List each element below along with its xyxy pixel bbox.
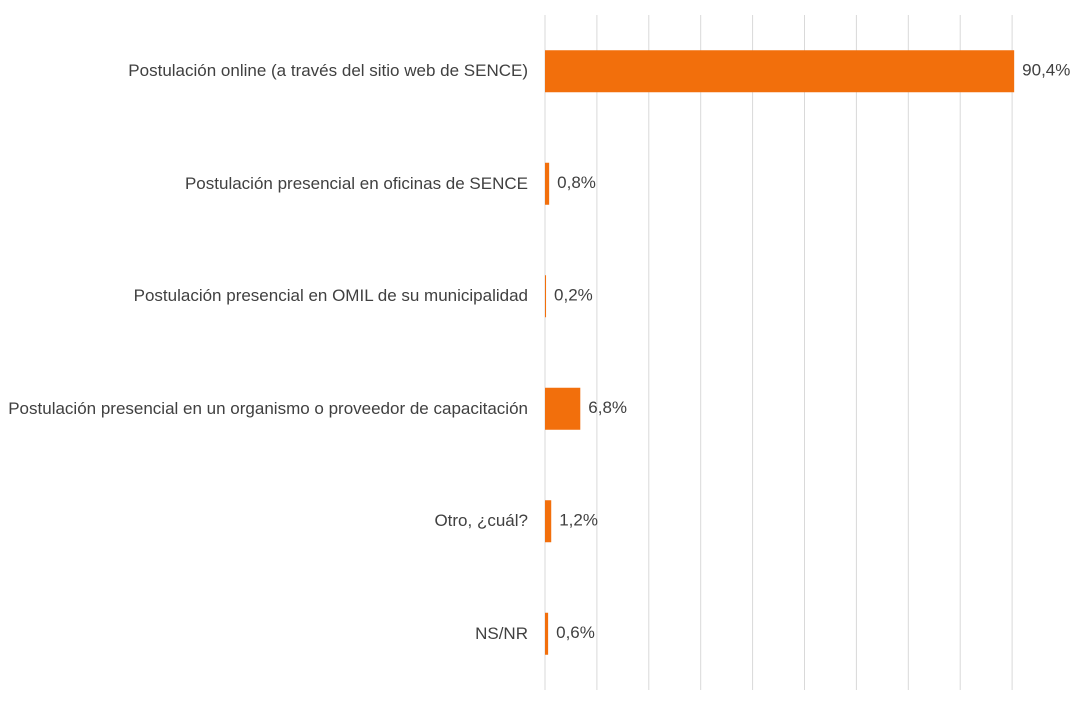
- category-label: Postulación presencial en oficinas de SE…: [184, 173, 528, 193]
- category-label: Postulación online (a través del sitio w…: [128, 61, 528, 81]
- bar: [545, 387, 581, 430]
- category-label-box: Otro, ¿cuál?: [0, 509, 528, 533]
- category-label: NS/NR: [475, 623, 528, 643]
- data-label: 0,8%: [557, 173, 596, 192]
- data-label: 0,2%: [554, 286, 593, 305]
- bar: [545, 50, 1015, 93]
- category-label: Otro, ¿cuál?: [434, 511, 528, 531]
- category-label-box: Postulación presencial en OMIL de su mun…: [0, 284, 528, 308]
- data-label: 0,6%: [556, 623, 595, 642]
- data-label: 6,8%: [588, 398, 627, 417]
- data-label: 1,2%: [559, 511, 598, 530]
- category-label: Postulación presencial en un organismo o…: [8, 398, 528, 418]
- category-label: Postulación presencial en OMIL de su mun…: [133, 286, 528, 306]
- bar: [545, 612, 549, 655]
- bar: [545, 275, 547, 318]
- data-label: 90,4%: [1022, 61, 1070, 80]
- category-label-box: NS/NR: [0, 622, 528, 646]
- category-label-box: Postulación presencial en oficinas de SE…: [0, 172, 528, 196]
- bar: [545, 162, 550, 205]
- category-label-box: Postulación online (a través del sitio w…: [0, 59, 528, 83]
- category-label-box: Postulación presencial en un organismo o…: [0, 397, 528, 421]
- bar: [545, 500, 552, 543]
